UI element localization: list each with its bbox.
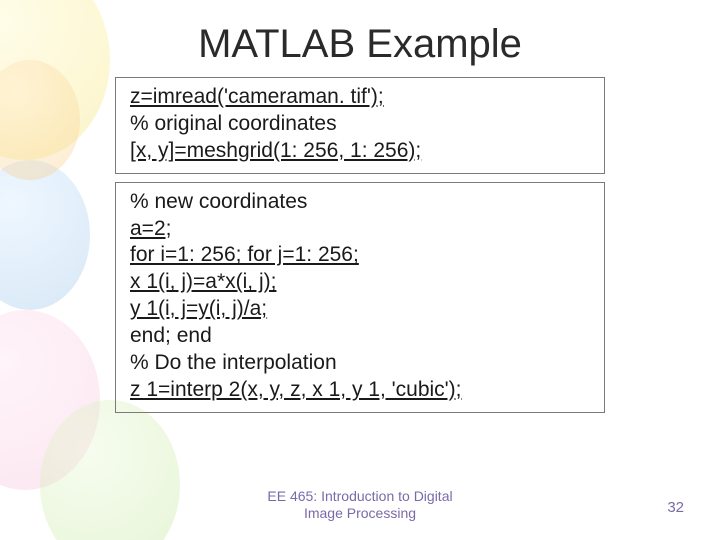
code-box-1: z=imread('cameraman. tif');% original co…: [115, 77, 605, 174]
code-line: a=2;: [130, 216, 592, 243]
footer-course-line1: EE 465: Introduction to Digital: [267, 488, 452, 504]
code-line: x 1(i, j)=a*x(i, j);: [130, 269, 592, 296]
footer-course: EE 465: Introduction to Digital Image Pr…: [0, 488, 720, 522]
code-line: for i=1: 256; for j=1: 256;: [130, 242, 592, 269]
code-line: [x, y]=meshgrid(1: 256, 1: 256);: [130, 138, 592, 165]
code-line: end; end: [130, 323, 592, 350]
code-line: z 1=interp 2(x, y, z, x 1, y 1, 'cubic')…: [130, 377, 592, 404]
footer-course-line2: Image Processing: [304, 505, 416, 521]
code-line: y 1(i, j=y(i, j)/a;: [130, 296, 592, 323]
code-box-2: % new coordinatesa=2;for i=1: 256; for j…: [115, 182, 605, 413]
slide-title: MATLAB Example: [0, 0, 720, 77]
code-line: % new coordinates: [130, 189, 592, 216]
page-number: 32: [667, 499, 684, 516]
code-line: % Do the interpolation: [130, 350, 592, 377]
code-line: % original coordinates: [130, 111, 592, 138]
slide: MATLAB Example z=imread('cameraman. tif'…: [0, 0, 720, 540]
code-line: z=imread('cameraman. tif');: [130, 84, 592, 111]
